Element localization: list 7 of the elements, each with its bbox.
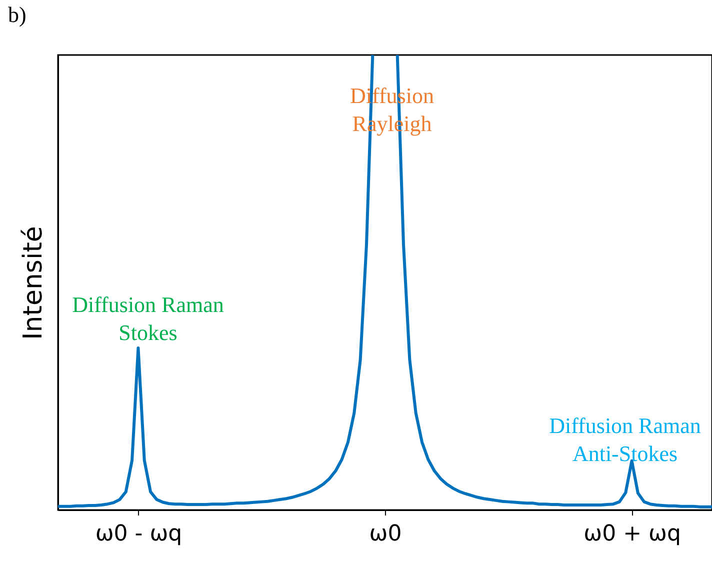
- x-tick-label: ω0 - ωq: [95, 522, 182, 546]
- annotation: Diffusion Raman Stokes: [72, 292, 224, 345]
- y-axis-title: Intensité: [18, 226, 48, 340]
- x-tick-label: ω0 + ωq: [584, 522, 681, 546]
- annotation: Diffusion Raman Anti-Stokes: [549, 413, 701, 466]
- text: b): [8, 2, 26, 27]
- x-tick-label: ω0: [369, 522, 402, 546]
